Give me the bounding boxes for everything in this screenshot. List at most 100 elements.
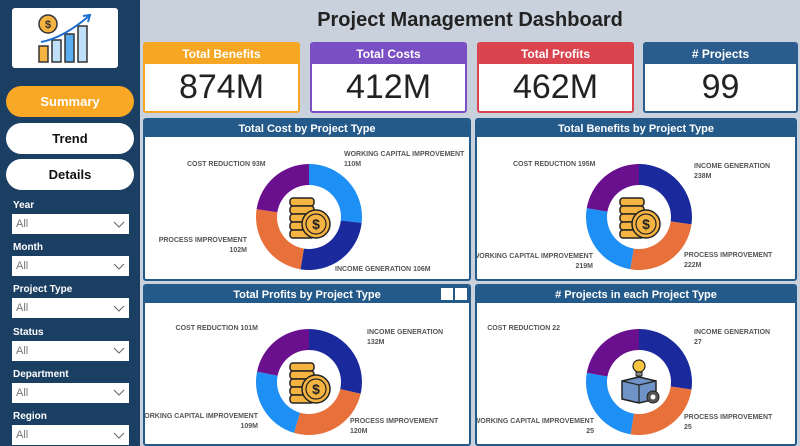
idea-box-icon: [621, 359, 660, 404]
donut-slice[interactable]: [639, 329, 692, 390]
data-label: INCOME GENERATION 106M: [335, 265, 431, 275]
donut-chart: [586, 329, 692, 435]
donut-slice[interactable]: [256, 164, 309, 213]
data-label: PROCESS IMPROVEMENT 222M: [684, 251, 772, 271]
label-value: 222M: [684, 262, 702, 269]
data-label: INCOME GENERATION 27: [694, 328, 770, 348]
more-options-button[interactable]: [455, 288, 467, 300]
donut-slice[interactable]: [630, 221, 692, 270]
label-value: 238M: [694, 173, 712, 180]
label-category: WORKING CAPITAL IMPROVEMENT: [143, 413, 258, 420]
kpi-value: 99: [701, 68, 740, 106]
kpi-card: Total Profits 462M: [477, 42, 634, 113]
nav-summary-button[interactable]: Summary: [6, 86, 134, 117]
label-category: COST REDUCTION: [187, 161, 250, 168]
filter-project-type-label: Project Type: [13, 284, 73, 296]
svg-text:$: $: [642, 216, 650, 232]
label-value: 132M: [367, 339, 385, 346]
donut-chart: [256, 329, 362, 435]
nav-details-button[interactable]: Details: [6, 159, 134, 190]
label-category: PROCESS IMPROVEMENT: [350, 418, 439, 425]
donut-chart-panel: # Projects in each Project Type INCOME G…: [475, 284, 797, 446]
label-category: COST REDUCTION: [175, 325, 239, 332]
donut-slice[interactable]: [256, 371, 300, 433]
donut-slice[interactable]: [586, 164, 639, 212]
data-label: PROCESS IMPROVEMENT 102M: [159, 236, 247, 256]
filter-year-label: Year: [13, 200, 35, 211]
donut-slice[interactable]: [294, 389, 361, 435]
kpi-label: Total Profits: [479, 44, 632, 64]
label-value: 110M: [344, 161, 362, 168]
filter-value: All: [16, 429, 29, 441]
chevron-down-icon: [113, 432, 125, 439]
data-label: COST REDUCTION 93M: [187, 160, 266, 170]
kpi-label: Total Costs: [312, 44, 465, 64]
label-value: 25: [684, 424, 692, 431]
donut-slice[interactable]: [586, 329, 639, 377]
donut-slice[interactable]: [586, 372, 634, 435]
filter-project-type-dropdown[interactable]: All: [12, 298, 129, 319]
logo: $: [12, 8, 118, 68]
kpi-card: Total Costs 412M: [310, 42, 467, 113]
label-value: 219M: [575, 263, 593, 270]
chart-title: # Projects in each Project Type: [477, 286, 795, 303]
donut-slice[interactable]: [300, 220, 362, 270]
label-value: 195M: [577, 161, 596, 168]
kpi-label: # Projects: [645, 44, 796, 64]
chart-title: Total Benefits by Project Type: [477, 120, 795, 137]
label-category: INCOME GENERATION: [694, 329, 771, 336]
sidebar: $ Summary Trend Details Year All Month A…: [0, 0, 140, 446]
filter-year-dropdown[interactable]: All: [12, 214, 129, 234]
label-category: WORKING CAPITAL IMPROVEMENT: [475, 253, 593, 260]
filter-department-dropdown[interactable]: All: [12, 382, 129, 403]
data-label: INCOME GENERATION 238M: [694, 162, 770, 182]
svg-text:$: $: [312, 216, 320, 232]
filter-month-dropdown[interactable]: All: [12, 256, 129, 277]
data-label: PROCESS IMPROVEMENT 25: [684, 413, 772, 433]
data-label: WORKING CAPITAL IMPROVEMENT 110M: [344, 150, 464, 170]
donut-chart: [586, 164, 692, 270]
label-value: 106M: [413, 266, 431, 273]
filter-value: All: [16, 302, 29, 315]
label-value: 25: [586, 428, 594, 435]
donut-slice[interactable]: [257, 329, 309, 376]
nav-trend-button[interactable]: Trend: [6, 123, 134, 154]
label-category: PROCESS IMPROVEMENT: [684, 252, 773, 259]
filter-status-label: Status: [13, 326, 44, 338]
label-category: COST REDUCTION: [513, 161, 576, 168]
focus-mode-button[interactable]: [441, 288, 453, 300]
kpi-value: 874M: [178, 68, 265, 106]
label-value: 109M: [240, 423, 258, 430]
donut-slice[interactable]: [639, 164, 692, 225]
chevron-down-icon: [113, 263, 125, 270]
label-value: 27: [694, 339, 702, 346]
label-value: 101M: [240, 325, 258, 332]
label-category: PROCESS IMPROVEMENT: [684, 414, 773, 421]
label-value: 93M: [251, 161, 266, 168]
chart-title: Total Profits by Project Type: [145, 286, 469, 303]
donut-chart-panel: Total Profits by Project Type $ INCOME G…: [143, 284, 471, 446]
label-category: INCOME GENERATION: [335, 266, 412, 273]
filter-value: All: [16, 344, 29, 357]
data-label: COST REDUCTION 22: [487, 324, 560, 334]
svg-text:$: $: [45, 19, 51, 31]
donut-slice[interactable]: [309, 164, 362, 223]
filter-value: All: [16, 218, 29, 230]
chevron-down-icon: [113, 389, 125, 397]
data-label: COST REDUCTION 101M: [176, 324, 258, 334]
donut-slice[interactable]: [256, 209, 304, 270]
label-category: WORKING CAPITAL IMPROVEMENT: [344, 151, 465, 158]
label-category: INCOME GENERATION: [694, 163, 771, 170]
label-value: 120M: [350, 428, 368, 435]
filter-status-dropdown[interactable]: All: [12, 340, 129, 361]
kpi-label: Total Benefits: [145, 44, 298, 64]
filter-region-dropdown[interactable]: All: [12, 425, 129, 445]
coin-stack-icon: $: [289, 362, 331, 404]
growth-chart-icon: $: [38, 13, 92, 63]
svg-text:$: $: [312, 381, 320, 397]
donut-slice[interactable]: [630, 386, 692, 435]
label-category: PROCESS IMPROVEMENT: [158, 237, 247, 244]
donut-slice[interactable]: [586, 208, 634, 270]
data-label: PROCESS IMPROVEMENT 120M: [350, 417, 438, 437]
donut-slice[interactable]: [309, 329, 362, 394]
